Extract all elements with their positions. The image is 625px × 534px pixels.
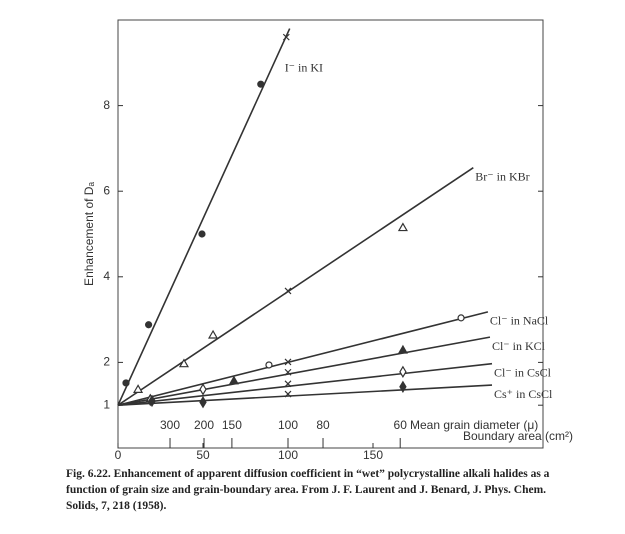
- series-line: [117, 311, 489, 406]
- x2-axis-label: Mean grain diameter (μ): [410, 418, 538, 432]
- series-label: Cl⁻ in CsCl: [494, 365, 552, 379]
- y-tick-label: 6: [103, 183, 110, 197]
- point: [399, 365, 407, 378]
- x2-tick-label: 300: [160, 418, 180, 432]
- point: [457, 314, 465, 322]
- series-line: [117, 166, 474, 406]
- point: [199, 396, 207, 409]
- point: [397, 222, 408, 232]
- point: [122, 379, 130, 387]
- point: [178, 358, 189, 368]
- series-line: [117, 336, 491, 406]
- point: [284, 390, 292, 398]
- y-tick-label: 1: [103, 397, 110, 411]
- point: [284, 368, 292, 376]
- point: [284, 358, 292, 366]
- point: [148, 394, 156, 408]
- series-label: Br⁻ in KBr: [475, 169, 529, 183]
- plot-frame: [117, 19, 544, 449]
- point: [198, 230, 206, 238]
- point: [399, 380, 407, 393]
- chart: Enhancement of Dₐ Boundary area (cm²) Me…: [82, 19, 573, 462]
- x-tick-label: 0: [115, 448, 122, 462]
- x2-tick-label: 150: [222, 418, 242, 432]
- series-label: Cl⁻ in NaCl: [490, 314, 549, 328]
- y-axis-label: Enhancement of Dₐ: [82, 182, 96, 286]
- series-label: I⁻ in KI: [285, 60, 323, 74]
- x2-tick-label: 80: [316, 418, 330, 432]
- point: [207, 329, 219, 339]
- caption: Fig. 6.22. Enhancement of apparent diffu…: [66, 468, 550, 512]
- point: [282, 33, 290, 41]
- point: [145, 321, 153, 329]
- point: [257, 80, 265, 88]
- series-label: Cs⁺ in CsCl: [494, 387, 553, 401]
- x2-tick-label: 100: [278, 418, 298, 432]
- x2-tick-label: 200: [194, 418, 214, 432]
- series-line: [117, 362, 493, 406]
- y-tick-label: 8: [103, 98, 110, 112]
- point: [228, 375, 239, 385]
- x-tick-label: 150: [363, 448, 383, 462]
- x-axis-label: Boundary area (cm²): [463, 429, 573, 443]
- x-tick-label: 50: [196, 448, 210, 462]
- y-tick-label: 2: [103, 355, 110, 369]
- series-label: Cl⁻ in KCl: [492, 339, 546, 353]
- y-tick-label: 4: [103, 269, 110, 283]
- series-line: [117, 28, 291, 406]
- x-tick-label: 100: [278, 448, 298, 462]
- point: [397, 344, 408, 354]
- series-line: [117, 384, 493, 406]
- point: [133, 384, 144, 393]
- x2-tick-label: 60: [394, 418, 408, 432]
- point: [284, 287, 292, 295]
- point: [199, 383, 207, 396]
- point: [284, 380, 292, 388]
- point: [265, 361, 273, 369]
